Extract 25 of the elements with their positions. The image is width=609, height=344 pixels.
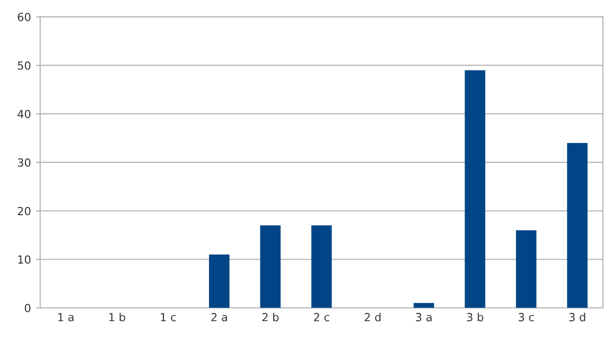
x-tick-label: 2 c (314, 312, 330, 322)
y-tick-label: 0 (24, 304, 30, 312)
bar (516, 230, 536, 308)
x-tick-label: 3 c (518, 312, 534, 322)
x-tick-label: 2 d (364, 312, 381, 322)
x-tick-label: 1 c (160, 313, 176, 322)
y-tick-label: 50 (18, 61, 30, 70)
x-tick-label: 2 a (211, 312, 227, 322)
x-tick-label: 3 a (416, 312, 432, 322)
bar (209, 254, 230, 308)
bar (260, 225, 281, 308)
bar (464, 70, 486, 308)
bar (414, 303, 434, 308)
y-tick-label: 60 (18, 12, 30, 22)
y-tick-label: 20 (18, 206, 30, 216)
x-tick-label: 1 b (109, 312, 126, 322)
x-tick-label: 2 b (262, 312, 279, 322)
x-tick-label: 1 a (58, 313, 74, 322)
bar (567, 142, 588, 308)
bar (311, 225, 332, 308)
y-tick-label: 40 (18, 110, 30, 118)
x-tick-label: 3 b (467, 312, 484, 322)
y-tick-label: 10 (18, 255, 30, 264)
x-tick-label: 3 d (569, 312, 586, 322)
y-tick-label: 30 (18, 158, 30, 167)
